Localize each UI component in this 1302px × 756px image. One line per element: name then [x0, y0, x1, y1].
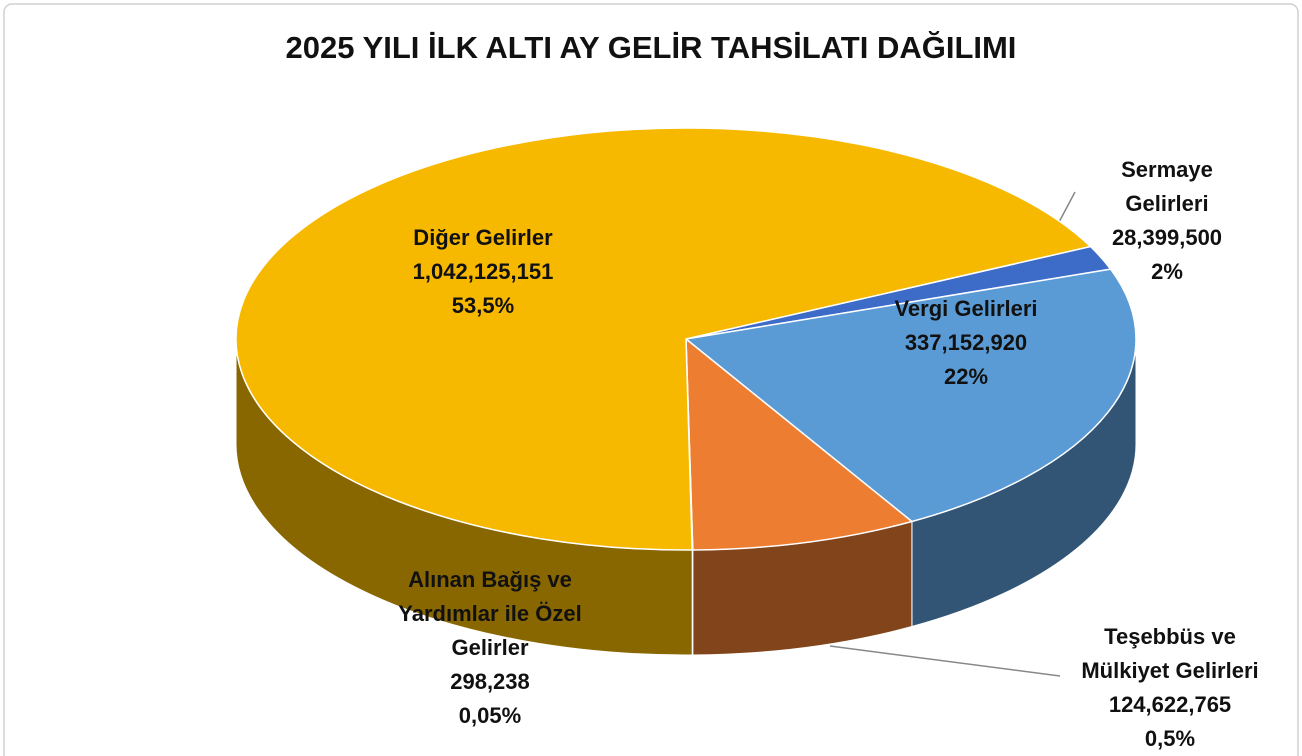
- leader-line: [829, 645, 1061, 677]
- slice-percent: 0,05%: [458, 703, 522, 728]
- slice-value: 298,238: [450, 669, 530, 694]
- slice-name: Teşebbüs ve Mülkiyet Gelirleri: [1081, 624, 1259, 683]
- slice: [685, 337, 914, 551]
- data-label: Teşebbüs ve Mülkiyet Gelirleri 124,622,76…: [1075, 620, 1265, 756]
- slice-value: 124,622,765: [1108, 692, 1232, 717]
- slice: [684, 268, 1137, 523]
- leader-line: [1057, 191, 1076, 225]
- data-label: Vergi Gelirleri 337,152,920 22%: [894, 292, 1037, 394]
- slice-value: 28,399,500: [1111, 225, 1223, 250]
- slice-value: 337,152,920: [904, 330, 1028, 355]
- slice: [235, 127, 1092, 551]
- data-label: Alınan Bağış ve Yardımlar ile Özel Gelir…: [375, 563, 605, 733]
- slice-name: Alınan Bağış ve Yardımlar ile Özel Gelir…: [398, 567, 582, 660]
- slice-percent: 0,5%: [1144, 726, 1196, 751]
- data-label: Diğer Gelirler 1,042,125,151 53,5%: [413, 221, 554, 323]
- slice-name: Diğer Gelirler: [413, 225, 553, 250]
- slice-percent: 22%: [943, 364, 989, 389]
- chart-title: 2025 YILI İLK ALTI AY GELİR TAHSİLATI DA…: [285, 30, 1017, 65]
- slice-name: Vergi Gelirleri: [894, 296, 1038, 321]
- data-label: Sermaye Gelirleri 28,399,500 2%: [1100, 153, 1235, 289]
- slice-percent: 2%: [1151, 259, 1183, 284]
- slice-value: 1,042,125,151: [412, 259, 554, 284]
- slice-percent: 53,5%: [451, 293, 515, 318]
- slice-name: Sermaye Gelirleri: [1121, 157, 1213, 216]
